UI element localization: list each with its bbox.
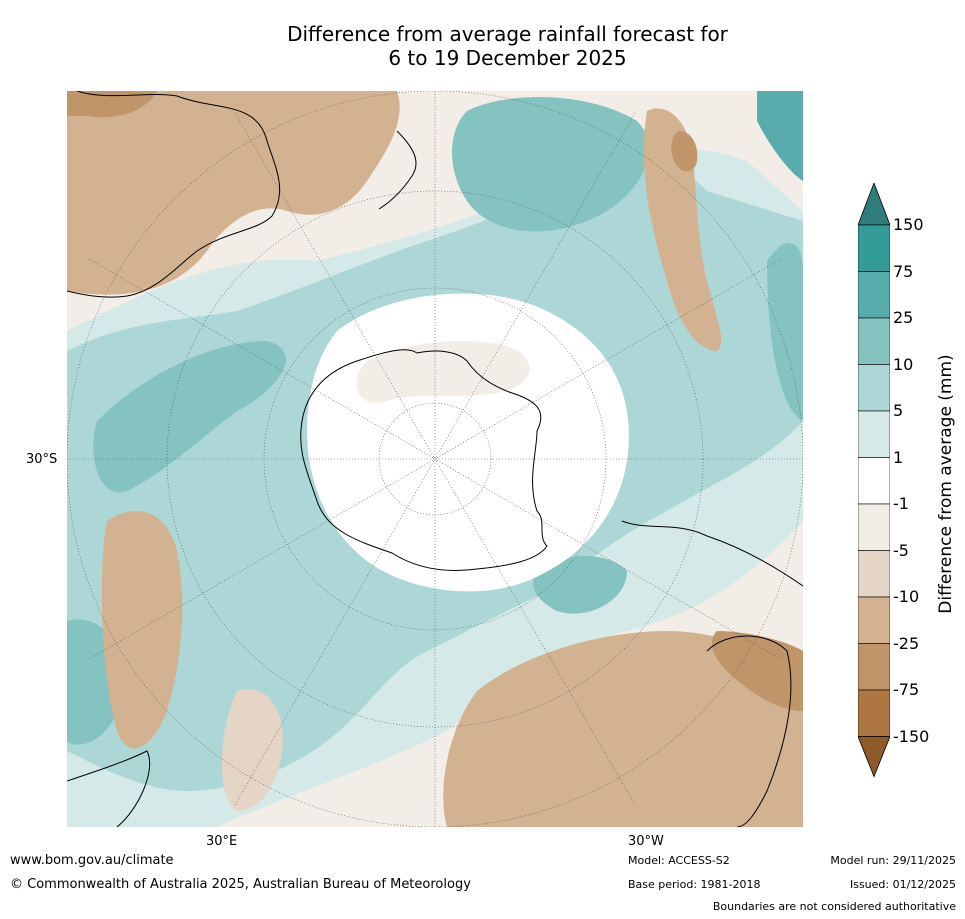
coastlines <box>67 91 803 827</box>
wet-patch-east <box>767 242 803 421</box>
wet-patch-central-south <box>256 640 367 714</box>
colorbar-tick-label: 10 <box>893 354 914 374</box>
colorbar-tick-label: 75 <box>893 261 914 281</box>
colorbar-tick-label: -25 <box>893 633 920 653</box>
dry-africa <box>443 631 803 827</box>
footer-copyright: © Commonwealth of Australia 2025, Austra… <box>10 877 471 892</box>
colorbar-tick-label: 150 <box>893 215 924 234</box>
colorbar-band <box>858 503 890 551</box>
dry-africa-core <box>711 631 803 711</box>
footer-disclaimer: Boundaries are not considered authoritat… <box>712 900 956 913</box>
chart-title: Difference from average rainfall forecas… <box>0 22 965 70</box>
colorbar-band <box>858 457 890 505</box>
africa-coast <box>706 635 792 827</box>
colorbar-extend-bottom <box>858 736 890 778</box>
colorbar <box>858 183 890 778</box>
colorbar-tick-label: -75 <box>893 680 920 699</box>
title-line-1: Difference from average rainfall forecas… <box>287 22 728 46</box>
colorbar-band <box>858 410 890 458</box>
colorbar-tick-label: 25 <box>893 308 914 327</box>
wet-patch-west <box>93 341 286 493</box>
lon-label-30w: 30°W <box>628 834 664 849</box>
colorbar-tick-label: 1 <box>893 447 904 467</box>
wet-patch-north <box>452 97 649 232</box>
colorbar-title: Difference from average (mm) <box>936 354 956 614</box>
footer-model: Model: ACCESS-S2 <box>628 854 730 867</box>
footer-base-period: Base period: 1981-2018 <box>628 878 761 891</box>
colorbar-band <box>858 596 890 644</box>
south-america-coast <box>621 520 803 587</box>
footer-url[interactable]: www.bom.gov.au/climate <box>10 853 174 868</box>
wet-patch-east-edge <box>757 91 803 181</box>
footer-model-run: Model run: 29/11/2025 <box>830 854 956 867</box>
madagascar-coast <box>67 750 151 827</box>
colorbar-tick-label: -1 <box>893 494 909 513</box>
australia-coast <box>67 91 281 298</box>
dry-west-lobe-2 <box>222 689 283 811</box>
colorbar-band <box>858 317 890 365</box>
dry-australia-core <box>67 91 157 118</box>
new-zealand-coast <box>378 130 417 210</box>
colorbar-band <box>858 271 890 319</box>
colorbar-tick-label: 5 <box>893 401 904 420</box>
antarctic-neutral <box>307 293 629 592</box>
lat-label: 30°S <box>26 452 58 467</box>
dry-australia <box>67 91 400 295</box>
colorbar-tick-label: -5 <box>893 540 909 560</box>
antarctica-coast <box>300 349 548 571</box>
colorbar-band <box>858 643 890 691</box>
colorbar-band <box>858 364 890 412</box>
colorbar-tick-label: -10 <box>893 587 920 606</box>
dry-west-lobe <box>101 511 183 749</box>
polar-graticule <box>67 91 803 827</box>
dry-south-america-core <box>671 131 698 172</box>
colorbar-band <box>858 224 890 272</box>
footer-issued: Issued: 01/12/2025 <box>849 878 956 891</box>
title-line-2: 6 to 19 December 2025 <box>388 46 627 70</box>
dry-south-america-west <box>643 108 722 351</box>
colorbar-band <box>858 550 890 598</box>
colorbar-tick-label: -150 <box>893 726 930 746</box>
colorbar-band <box>858 689 890 737</box>
wet-patch-southeast <box>533 556 627 614</box>
antarctic-dry-rim <box>356 341 530 403</box>
colorbar-extend-top <box>858 183 890 226</box>
lon-label-30e: 30°E <box>206 834 238 849</box>
polar-map <box>67 91 803 827</box>
